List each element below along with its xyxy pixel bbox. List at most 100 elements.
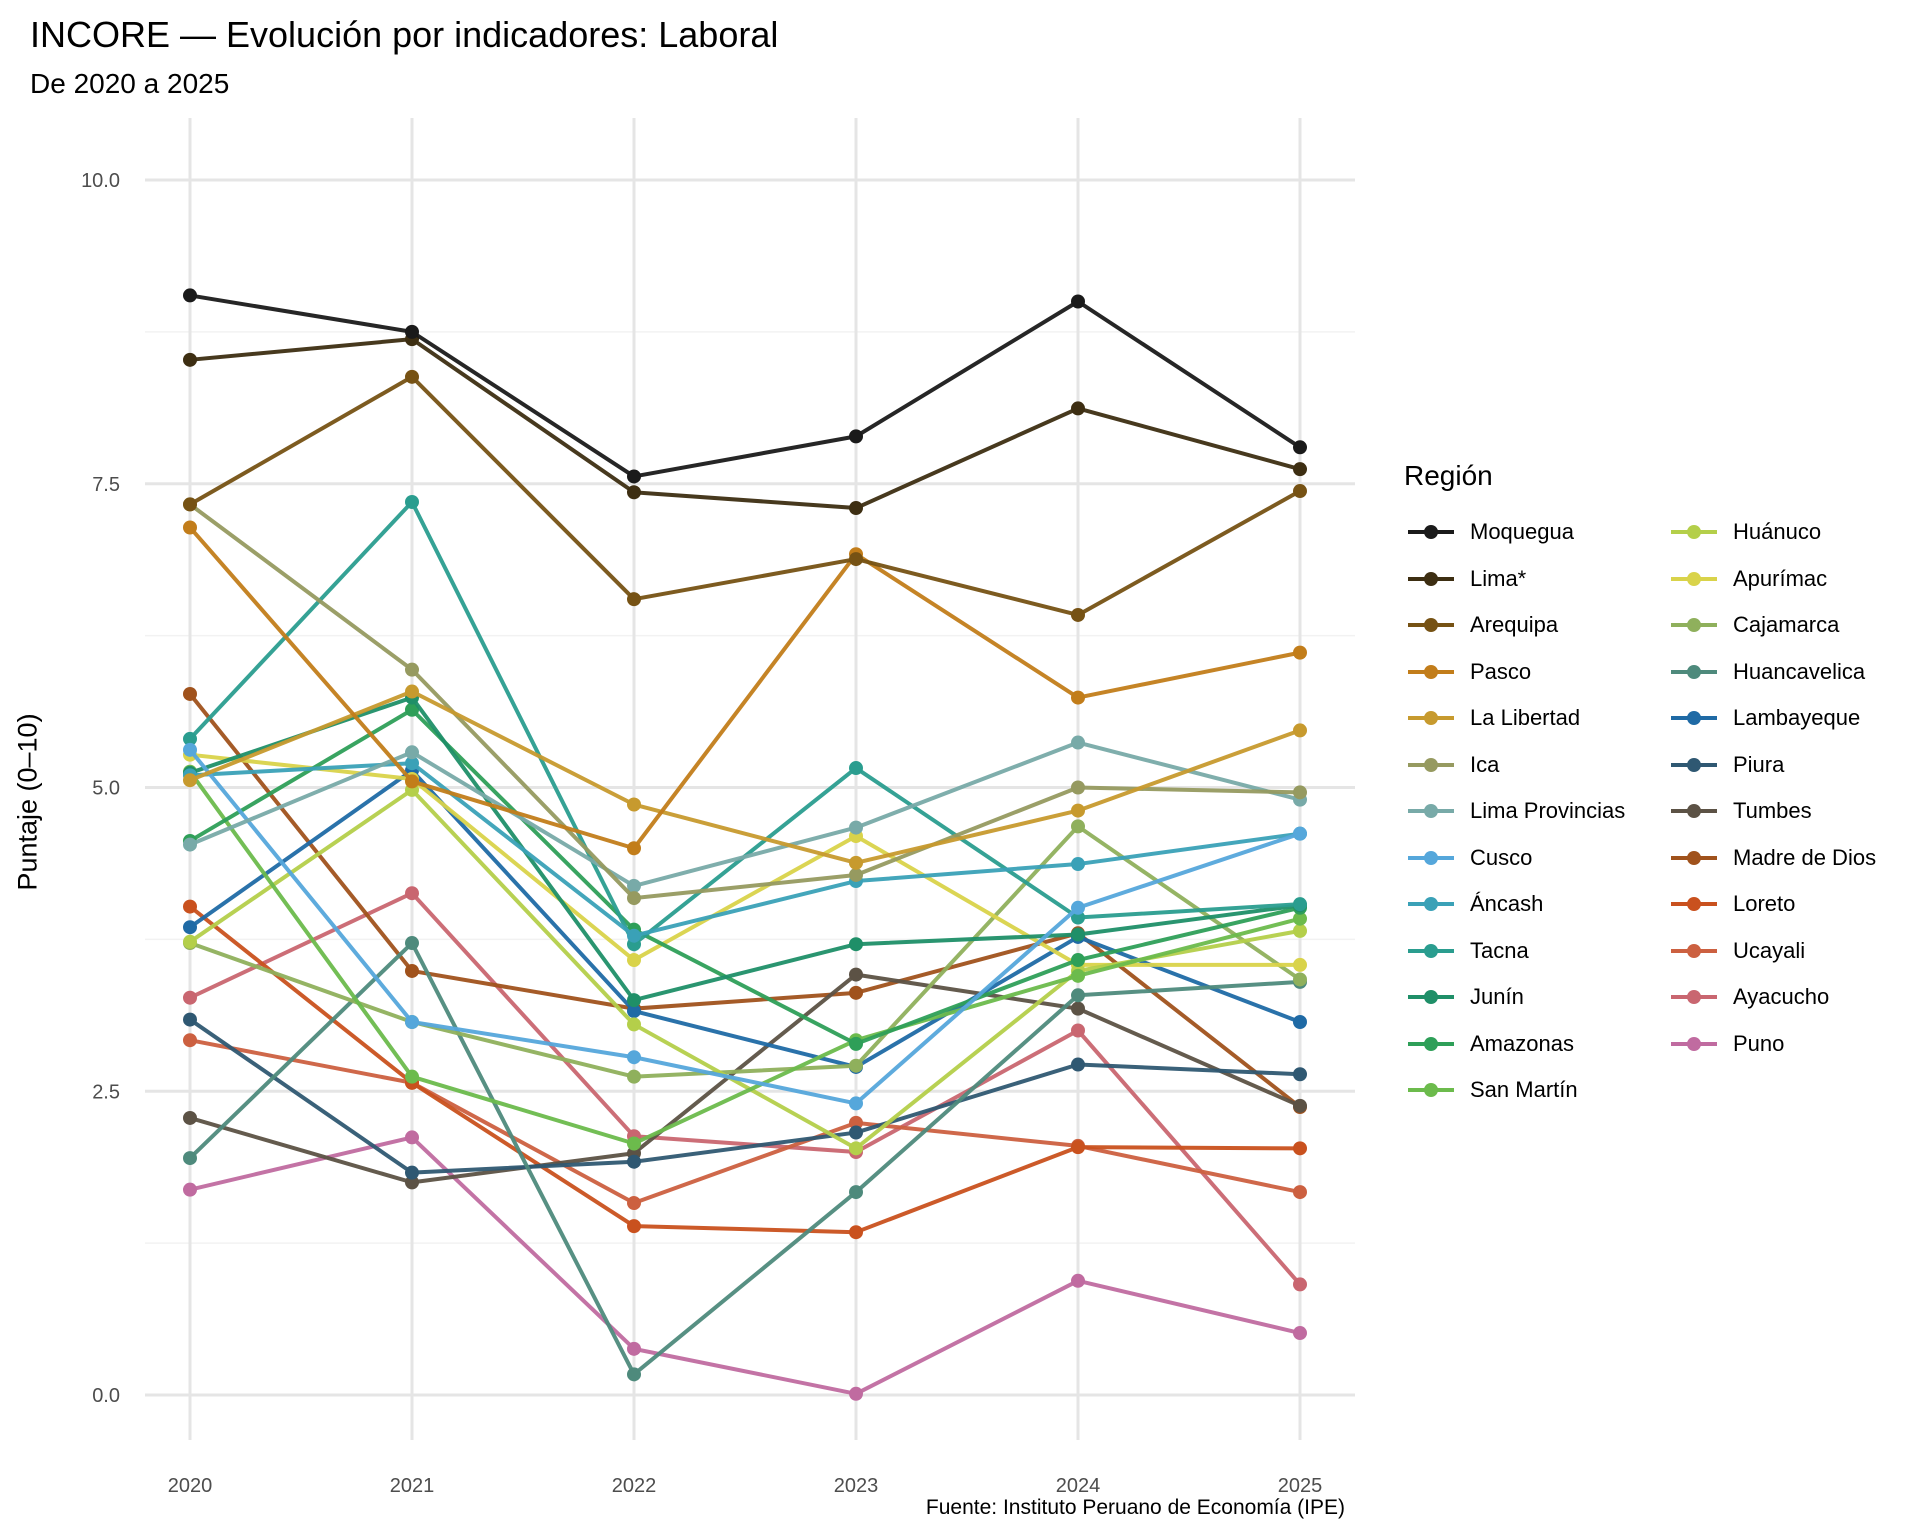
data-point — [849, 1036, 863, 1051]
legend-key — [1671, 897, 1717, 911]
legend-item: San Martín — [1404, 1070, 1578, 1110]
chart-title: INCORE — Evolución por indicadores: Labo… — [30, 14, 779, 55]
data-point — [183, 934, 197, 949]
legend-item: Amazonas — [1404, 1024, 1574, 1064]
legend-label: Lima* — [1470, 565, 1527, 591]
legend-key — [1671, 757, 1717, 772]
data-point — [849, 1141, 863, 1156]
series-line — [188, 1135, 1302, 1396]
legend-item: Tacna — [1404, 931, 1529, 971]
legend-label: Puno — [1733, 1030, 1785, 1056]
data-point — [183, 1151, 197, 1166]
legend-item: Lima Provincias — [1404, 791, 1625, 831]
data-point — [405, 324, 419, 339]
legend-key — [1671, 804, 1717, 818]
data-point — [405, 886, 419, 901]
data-point — [627, 485, 641, 500]
data-point — [1293, 1326, 1307, 1341]
data-point — [627, 1219, 641, 1234]
data-point — [1293, 1185, 1307, 1200]
legend-item: Huánuco — [1667, 512, 1821, 552]
legend-item: Ucayali — [1667, 931, 1805, 971]
legend-key — [1671, 618, 1717, 632]
x-tick-label: 2024 — [1056, 1475, 1101, 1497]
data-point — [405, 774, 419, 789]
data-point — [1071, 857, 1085, 872]
series-line — [188, 747, 1302, 1106]
legend-key — [1671, 990, 1717, 1004]
legend-label: Moquegua — [1470, 519, 1574, 544]
data-point — [849, 1125, 863, 1140]
data-point — [849, 1386, 863, 1401]
legend-label: Lambayeque — [1733, 705, 1861, 730]
data-point — [1293, 911, 1307, 926]
series-Lima Provincias — [183, 735, 1307, 893]
legend-label: Loreto — [1733, 891, 1796, 916]
data-point — [405, 684, 419, 699]
data-point — [849, 1096, 863, 1111]
series-La Libertad — [183, 684, 1307, 870]
data-point — [1293, 957, 1307, 972]
data-point — [183, 1033, 197, 1048]
x-tick-label: 2021 — [390, 1475, 435, 1497]
series-line — [188, 904, 1302, 1235]
data-point — [627, 797, 641, 812]
legend-item: Pasco — [1404, 652, 1531, 692]
data-point — [1293, 440, 1307, 455]
data-point — [1293, 1277, 1307, 1292]
data-point — [1071, 780, 1085, 795]
legend-key — [1408, 897, 1454, 911]
x-tick-label: 2023 — [834, 1475, 879, 1497]
data-point — [627, 1154, 641, 1169]
legend-label: Ucayali — [1733, 937, 1806, 963]
series-line — [188, 769, 1302, 1146]
data-point — [1071, 953, 1085, 968]
legend-label: Pasco — [1470, 658, 1532, 684]
legend-item: Lima* — [1404, 559, 1526, 599]
x-axis-ticks: 2020 2021 2022 2023 2024 2025 — [168, 1475, 1323, 1497]
series-Lima* — [183, 332, 1307, 516]
data-point — [627, 1069, 641, 1084]
legend-label: Cusco — [1470, 844, 1533, 870]
legend-label: San Martín — [1470, 1077, 1578, 1102]
series-Cusco — [183, 742, 1307, 1111]
legend-item: La Libertad — [1404, 698, 1580, 738]
legend-item: Moquegua — [1404, 512, 1574, 552]
legend-label: Tacna — [1470, 937, 1529, 963]
data-point — [1071, 1273, 1085, 1288]
data-point — [1293, 645, 1307, 660]
data-point — [627, 1367, 641, 1382]
legend-label: Apurímac — [1733, 565, 1828, 591]
legend-key — [1408, 943, 1454, 958]
y-tick-label: 7.5 — [92, 474, 120, 496]
legend-key — [1671, 943, 1717, 958]
data-point — [1293, 1141, 1307, 1156]
data-point — [1071, 968, 1085, 983]
data-point — [1071, 1057, 1085, 1072]
data-point — [627, 878, 641, 893]
data-point — [405, 369, 419, 384]
data-point — [627, 1050, 641, 1065]
legend-item: Huancavelica — [1667, 652, 1865, 692]
data-point — [849, 985, 863, 1000]
data-point — [1293, 923, 1307, 938]
legend-item: Áncash — [1404, 884, 1543, 924]
legend-item: Junín — [1404, 977, 1524, 1017]
data-point — [1293, 972, 1307, 987]
data-point — [627, 993, 641, 1008]
data-point — [1293, 723, 1307, 738]
series-line — [188, 293, 1302, 479]
series-line — [188, 824, 1302, 1079]
legend-key — [1408, 1036, 1454, 1051]
y-tick-label: 0.0 — [92, 1385, 120, 1407]
data-point — [849, 1058, 863, 1073]
legend-key — [1408, 990, 1454, 1004]
data-point — [183, 773, 197, 788]
legend-key — [1671, 571, 1717, 586]
series-Apurímac — [183, 747, 1307, 972]
series-Moquegua — [183, 288, 1307, 484]
data-point — [405, 1175, 419, 1190]
legend-label: Arequipa — [1470, 612, 1559, 637]
data-point — [1071, 607, 1085, 622]
data-point — [1071, 803, 1085, 818]
